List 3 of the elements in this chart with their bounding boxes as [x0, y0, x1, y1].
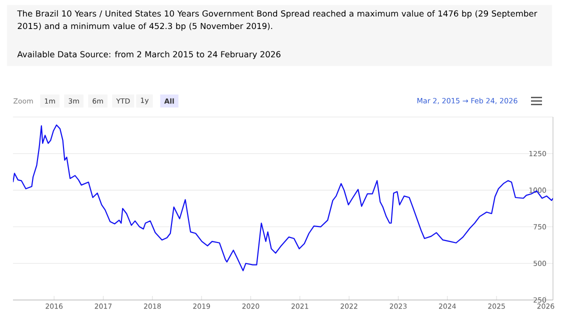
- line-series: [13, 124, 553, 272]
- chart-subtitle: Available Data Source: from 2 March 2015 to 24 February 2026: [17, 50, 280, 60]
- chart-title: The Brazil 10 Years / United States 10 Years Government Bond Spread reached a maximum value of 1476 bp (29 September 2015) and a minimum value of 452.3 bp (5 November 2019).: [17, 10, 538, 31]
